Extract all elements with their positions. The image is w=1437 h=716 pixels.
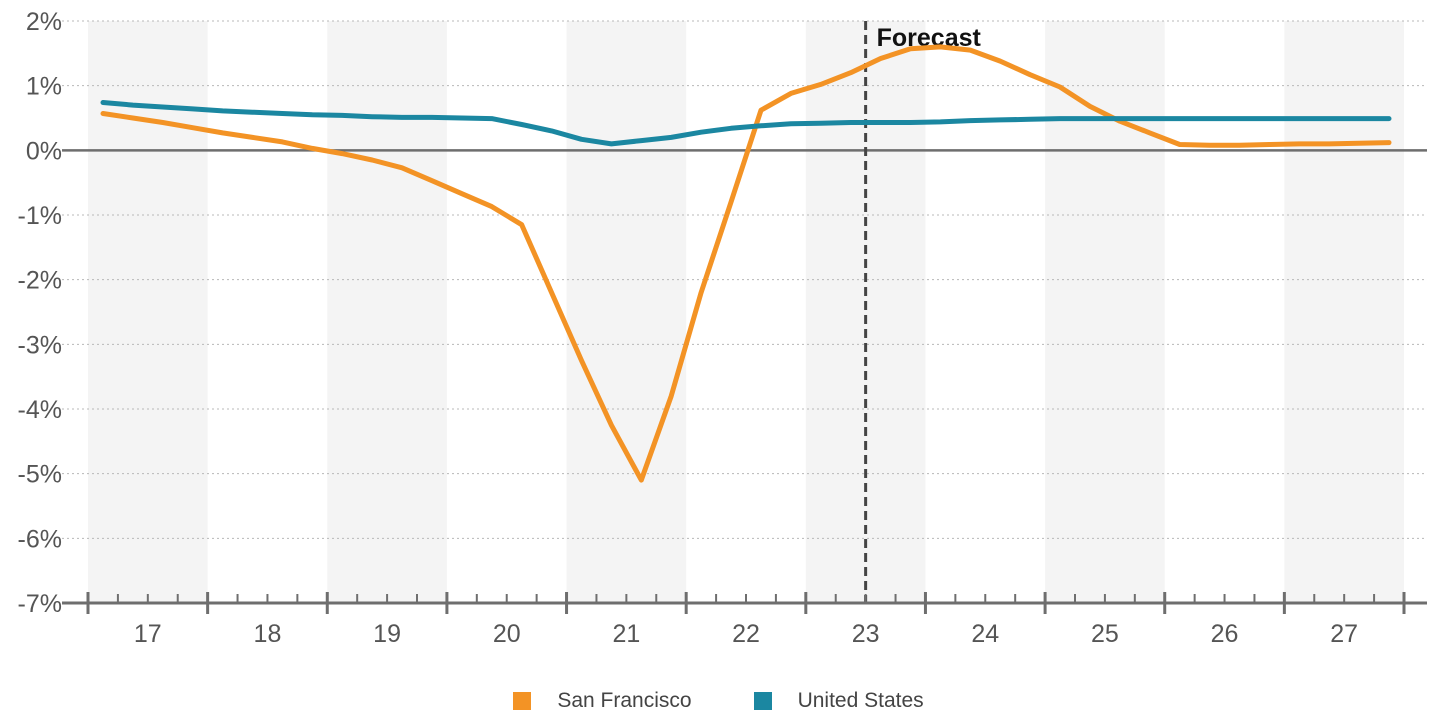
x-tick-label: 22 — [732, 620, 760, 648]
x-axis-tick-labels: 17 18 19 20 21 22 23 24 25 26 27 — [134, 620, 1358, 648]
x-tick-label: 25 — [1091, 620, 1119, 648]
year-band-2025 — [1045, 21, 1165, 603]
y-tick-label: -1% — [18, 202, 62, 230]
x-axis — [62, 592, 1427, 614]
legend-item-san-francisco: San Francisco — [513, 689, 692, 713]
year-band-2019 — [327, 21, 447, 603]
y-tick-label: -4% — [18, 396, 62, 424]
x-tick-label: 26 — [1211, 620, 1239, 648]
y-tick-label: -7% — [18, 590, 62, 618]
x-tick-label: 27 — [1330, 620, 1358, 648]
year-shading-bands — [88, 21, 1404, 603]
x-tick-label: 19 — [373, 620, 401, 648]
x-tick-label: 21 — [612, 620, 640, 648]
y-tick-label: 1% — [26, 73, 62, 101]
y-axis-tick-labels: 2% 1% 0% -1% -2% -3% -4% -5% -6% -7% — [18, 8, 62, 618]
y-tick-label: -3% — [18, 331, 62, 359]
y-tick-label: -2% — [18, 267, 62, 295]
legend-swatch-san-francisco — [513, 692, 532, 710]
y-tick-label: 2% — [26, 8, 62, 36]
x-tick-label: 20 — [493, 620, 521, 648]
y-tick-label: -5% — [18, 461, 62, 489]
series-lines — [100, 44, 1392, 483]
legend-label-san-francisco: San Francisco — [557, 689, 692, 712]
legend-item-united-states: United States — [753, 689, 924, 713]
x-tick-label: 23 — [852, 620, 880, 648]
series-line-united-states — [100, 100, 1392, 147]
y-tick-label: -6% — [18, 525, 62, 553]
legend-swatch-united-states — [753, 692, 772, 710]
year-band-2021 — [566, 21, 687, 603]
x-tick-label: 18 — [254, 620, 282, 648]
series-line-san-francisco — [100, 44, 1392, 483]
x-tick-label: 24 — [971, 620, 999, 648]
y-tick-label: 0% — [26, 137, 62, 165]
gridlines — [62, 20, 1427, 539]
legend: San Francisco United States — [0, 686, 1437, 716]
x-tick-label: 17 — [134, 620, 162, 648]
year-band-2027 — [1284, 21, 1404, 603]
legend-label-united-states: United States — [797, 689, 924, 712]
